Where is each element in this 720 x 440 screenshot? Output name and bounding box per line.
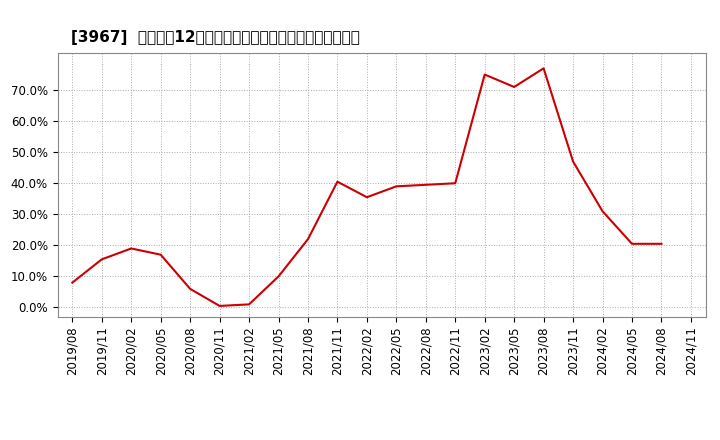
Text: [3967]  売上高の12か月移動合計の対前年同期増減率の推移: [3967] 売上高の12か月移動合計の対前年同期増減率の推移 [71, 29, 359, 45]
